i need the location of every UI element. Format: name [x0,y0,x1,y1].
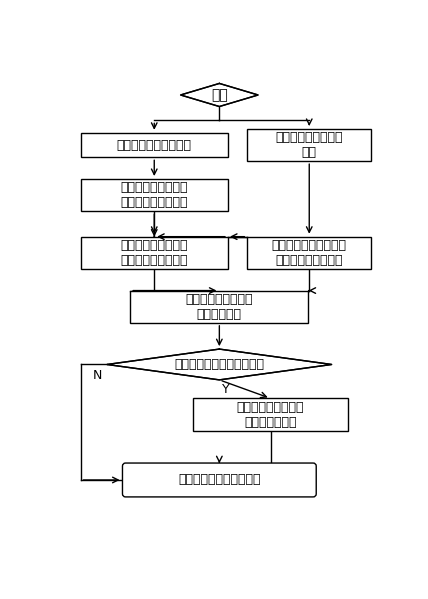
Text: 优选引导源是否残差最大？: 优选引导源是否残差最大？ [174,358,265,371]
Text: 优选引导源与最大残
差引导源比对: 优选引导源与最大残 差引导源比对 [186,293,253,320]
Text: 读取前五点引导源数值: 读取前五点引导源数值 [117,138,192,152]
Bar [80,237,228,269]
Text: N: N [93,369,102,382]
Bar [247,129,371,161]
Bar [247,237,371,269]
Text: 进入引控系统主处理流程: 进入引控系统主处理流程 [178,473,261,486]
Bar [193,398,348,431]
Text: 判断非预设引导源有
效性: 判断非预设引导源有 效性 [276,131,343,159]
Bar [130,291,309,323]
FancyBboxPatch shape [122,463,316,497]
Text: 开始: 开始 [211,88,228,102]
Text: 按突变弹道处理，利
用莱特准则优选: 按突变弹道处理，利 用莱特准则优选 [237,401,304,428]
Polygon shape [181,83,258,107]
Bar [80,179,228,211]
Text: Y: Y [222,383,229,395]
Text: 选出与外推值距离最
近者作为优选引导源: 选出与外推值距离最 近者作为优选引导源 [121,239,188,267]
Polygon shape [107,349,332,380]
Text: 基于莱特准则挑出残差
最大的非预设引导源: 基于莱特准则挑出残差 最大的非预设引导源 [272,239,347,267]
Text: 利用滑窗式最小二乘
法外推当前点弹道值: 利用滑窗式最小二乘 法外推当前点弹道值 [121,181,188,209]
Bar [80,133,228,158]
